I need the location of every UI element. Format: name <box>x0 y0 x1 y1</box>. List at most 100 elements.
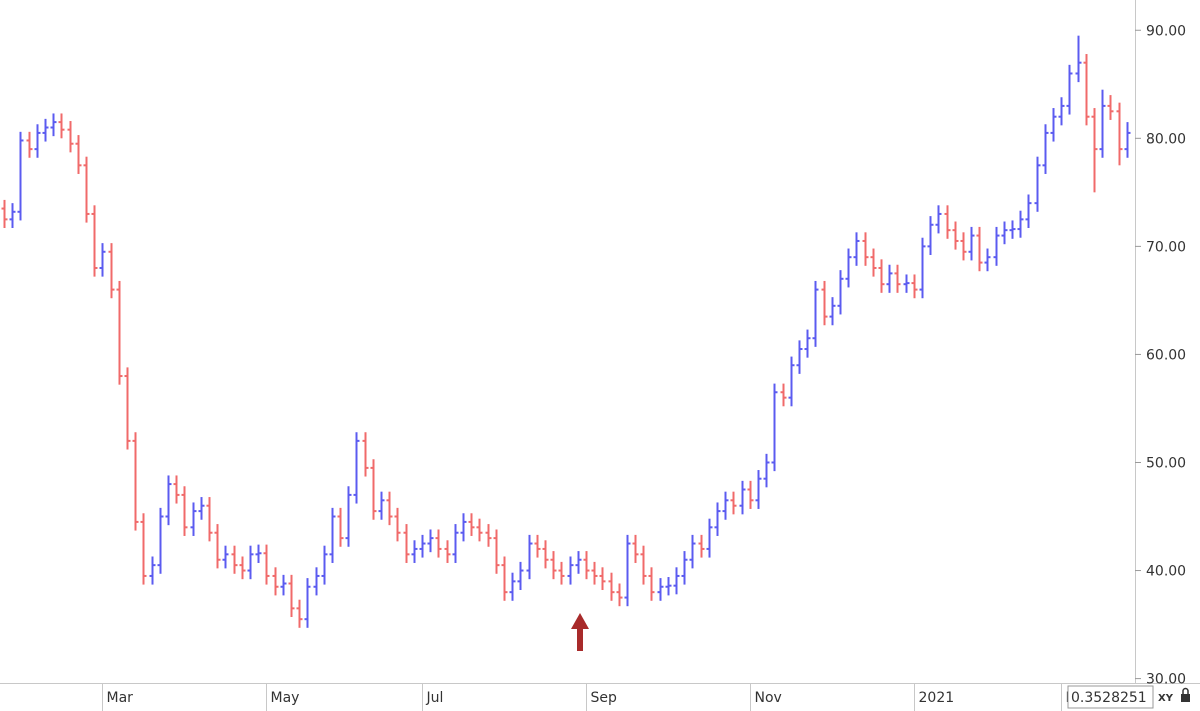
readout-box <box>1067 685 1154 709</box>
ohlc-bar <box>362 432 369 477</box>
ohlc-bar <box>42 118 49 142</box>
ohlc-bar <box>804 329 811 358</box>
ohlc-bar <box>460 513 467 542</box>
ohlc-bar <box>493 529 500 574</box>
ohlc-bar <box>165 475 172 526</box>
ohlc-bar <box>558 561 565 585</box>
ohlc-bar <box>517 561 524 590</box>
ohlc-bar <box>698 534 705 558</box>
x-axis-cover <box>0 684 1200 711</box>
ohlc-bar <box>485 524 492 547</box>
ohlc-bar <box>181 486 188 536</box>
ohlc-bar <box>960 232 967 261</box>
ohlc-bar <box>599 567 606 590</box>
ohlc-bar <box>665 577 672 596</box>
ohlc-bar <box>1124 122 1131 158</box>
ohlc-bar <box>526 534 533 580</box>
ohlc-bar <box>468 513 475 536</box>
ohlc-bar <box>1001 221 1008 245</box>
ohlc-bar <box>394 507 401 542</box>
ohlc-bar <box>509 572 516 601</box>
ohlc-bar <box>67 121 74 153</box>
ohlc-bar <box>190 502 197 536</box>
lock-icon <box>1181 694 1190 702</box>
xy-label: XY <box>1158 693 1174 704</box>
ohlc-bar <box>812 280 819 347</box>
ohlc-bar <box>755 470 762 509</box>
ohlc-bar <box>313 567 320 596</box>
ohlc-bar <box>353 432 360 504</box>
ohlc-bar <box>952 221 959 250</box>
ohlc-bar <box>927 216 934 256</box>
ohlc-bar <box>444 540 451 563</box>
ohlc-bar <box>714 502 721 536</box>
y-tick-label: 30.00 <box>1146 672 1186 688</box>
ohlc-bar <box>845 248 852 288</box>
ohlc-bar <box>198 497 205 520</box>
ohlc-bar <box>878 259 885 293</box>
ohlc-bar <box>206 497 213 542</box>
x-tick-label: May <box>271 690 300 706</box>
ohlc-bar <box>476 518 483 542</box>
ohlc-bar <box>296 599 303 628</box>
ohlc-bar <box>862 232 869 266</box>
ohlc-bar <box>591 561 598 585</box>
ohlc-bar <box>919 237 926 299</box>
ohlc-bar <box>116 280 123 385</box>
ohlc-bar <box>616 583 623 607</box>
x-tick-label: Mar <box>107 690 134 706</box>
ohlc-bar <box>763 453 770 488</box>
x-tick-label: Nov <box>755 690 782 706</box>
y-tick-label: 80.00 <box>1146 131 1186 147</box>
ohlc-bar <box>829 297 836 326</box>
ohlc-bar <box>255 544 262 563</box>
ohlc-bar <box>9 203 16 228</box>
y-tick-label: 50.00 <box>1146 455 1186 471</box>
ohlc-bar <box>452 524 459 563</box>
ohlc-bar <box>886 264 893 293</box>
ohlc-bar <box>231 545 238 574</box>
ohlc-bar <box>796 340 803 374</box>
ohlc-bar <box>739 480 746 515</box>
ohlc-bar <box>993 226 1000 266</box>
ohlc-bar <box>911 274 918 299</box>
readout-value: 0.3528251 <box>1071 690 1147 706</box>
ohlc-bar <box>280 574 287 596</box>
ohlc-bar <box>780 383 787 407</box>
ohlc-bar <box>1058 97 1065 126</box>
ohlc-bar <box>427 529 434 553</box>
ohlc-bar <box>321 545 328 585</box>
cursor-readout: 0.3528251 XY <box>1067 685 1190 709</box>
ohlc-bar <box>247 545 254 580</box>
ohlc-bar <box>903 274 910 293</box>
ohlc-bar <box>501 556 508 601</box>
ohlc-bar <box>1017 210 1024 238</box>
ohlc-bar <box>984 248 991 272</box>
ohlc-bar <box>411 540 418 563</box>
ohlc-bar <box>1091 108 1098 193</box>
ohlc-bar <box>534 534 541 558</box>
ohlc-bar <box>214 524 221 569</box>
ohlc-bar <box>83 156 90 223</box>
ohlc-bar <box>640 545 647 585</box>
ohlc-bar <box>58 113 65 139</box>
ohlc-bar <box>657 578 664 601</box>
ohlc-bar <box>821 280 828 326</box>
ohlc-bar <box>288 574 295 618</box>
ohlc-bar <box>1116 102 1123 166</box>
ohlc-bar <box>378 491 385 520</box>
ohlc-bar <box>1009 220 1016 239</box>
ohlc-bar <box>1099 89 1106 158</box>
ohlc-bar <box>124 367 131 450</box>
ohlc-bar <box>771 383 778 472</box>
ohlc-bar <box>608 572 615 601</box>
ohlc-bar <box>935 205 942 234</box>
y-tick-label: 60.00 <box>1146 347 1186 363</box>
x-tick-label: Sep <box>591 690 618 706</box>
ohlc-bar <box>1050 108 1057 142</box>
ohlc-bar <box>968 226 975 261</box>
ohlc-bar <box>788 356 795 407</box>
